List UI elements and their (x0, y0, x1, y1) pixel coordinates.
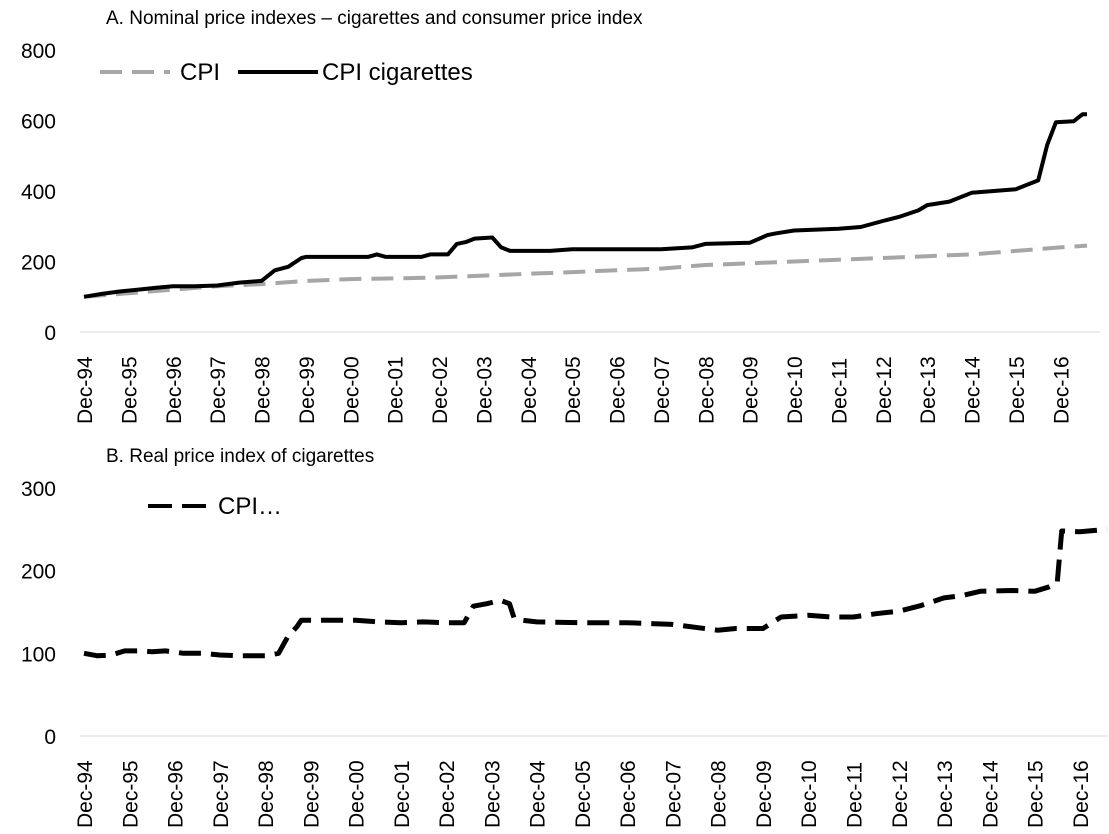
panel-b-x-tick-label: Dec-02 (436, 760, 459, 828)
panel-b-x-tick-label: Dec-10 (798, 760, 821, 828)
panel-b-x-tick-label: Dec-15 (1025, 760, 1048, 828)
panel-b-x-tick-label: Dec-13 (934, 760, 957, 828)
panel-a-x-tick-label: Dec-05 (562, 356, 585, 424)
panel-b-x-tick-label: Dec-00 (346, 760, 369, 828)
panel-a-title: A. Nominal price indexes – cigarettes an… (106, 8, 643, 29)
panel-a-x-tick-label: Dec-07 (651, 356, 674, 424)
panel-a-nominal-price-indexes: A. Nominal price indexes – cigarettes an… (21, 8, 1100, 424)
panel-a-x-tick-label: Dec-11 (828, 358, 851, 424)
panel-b-x-tick-label: Dec-98 (255, 760, 278, 828)
panel-a-x-tick-label: Dec-03 (473, 356, 496, 424)
panel-a-x-tick-label: Dec-10 (784, 356, 807, 424)
panel-a-x-axis: Dec-94 Dec-95 Dec-96 Dec-97 Dec-98 Dec-99 Dec-… (74, 356, 1073, 424)
panel-a-x-tick-label: Dec-12 (873, 356, 896, 424)
panel-a-series-line-0 (83, 243, 1088, 299)
panel-a-x-tick-label: Dec-00 (340, 356, 363, 424)
panel-b-y-tick-label: 0 (44, 726, 56, 749)
panel-b-x-tick-label: Dec-16 (1070, 760, 1093, 828)
panel-b-x-tick-label: Dec-95 (119, 760, 142, 828)
panel-b-x-tick-label: Dec-99 (300, 760, 323, 828)
panel-b-x-tick-label: Dec-11 (844, 762, 867, 828)
panel-a-series-line-1 (83, 112, 1087, 299)
panel-a-y-tick-label: 800 (21, 40, 56, 63)
panel-a-y-tick-label: 600 (21, 111, 56, 134)
panel-a-x-tick-label: Dec-15 (1006, 356, 1029, 424)
panel-b-x-tick-label: Dec-08 (708, 760, 731, 828)
panel-b-x-tick-label: Dec-05 (572, 760, 595, 828)
panel-a-x-tick-label: Dec-02 (429, 356, 452, 424)
panel-b-y-tick-label: 300 (21, 478, 56, 501)
panel-b-x-tick-label: Dec-96 (165, 760, 188, 828)
panel-a-x-tick-label: Dec-04 (518, 356, 541, 424)
panel-b-x-axis: Dec-94 Dec-95 Dec-96 Dec-97 Dec-98 Dec-99 Dec-… (74, 760, 1093, 828)
panel-a-x-tick-label: Dec-13 (917, 356, 940, 424)
panel-b-x-tick-label: Dec-97 (210, 760, 233, 828)
legend-label-cpi: CPI (180, 59, 220, 86)
panel-a-y-tick-label: 0 (44, 322, 56, 345)
panel-a-y-axis: 0 200 400 600 800 (21, 40, 56, 345)
panel-b-x-tick-label: Dec-03 (481, 760, 504, 828)
panel-b-series (83, 526, 1108, 659)
panel-a-x-tick-label: Dec-98 (252, 356, 275, 424)
panel-a-y-tick-label: 200 (21, 252, 56, 275)
panel-a-x-tick-label: Dec-16 (1050, 356, 1073, 424)
panel-a-x-tick-label: Dec-97 (207, 356, 230, 424)
legend-label-cpi-real: CPI… (218, 493, 282, 520)
panel-a-x-tick-label: Dec-06 (607, 356, 630, 424)
panel-b-y-tick-label: 100 (21, 643, 56, 666)
panel-b-x-tick-label: Dec-01 (391, 760, 414, 828)
panel-a-x-tick-label: Dec-14 (962, 356, 985, 424)
panel-b-x-tick-label: Dec-12 (889, 760, 912, 828)
panel-a-series (83, 112, 1088, 299)
panel-b-title: B. Real price index of cigarettes (106, 446, 374, 467)
panel-a-x-tick-label: Dec-08 (695, 356, 718, 424)
panel-b-real-price-index: B. Real price index of cigarettes CPI… 0… (21, 446, 1108, 828)
panel-a-x-tick-label: Dec-09 (740, 356, 763, 424)
panel-a-y-tick-label: 400 (21, 181, 56, 204)
panel-b-series-line-0 (83, 526, 1108, 659)
panel-b-x-tick-label: Dec-06 (617, 760, 640, 828)
panel-a-x-tick-label: Dec-96 (163, 356, 186, 424)
panel-a-x-tick-label: Dec-94 (74, 356, 97, 424)
panel-a-x-tick-label: Dec-99 (296, 356, 319, 424)
panel-a-legend: CPI CPI cigarettes (100, 59, 473, 86)
panel-b-x-tick-label: Dec-14 (979, 760, 1002, 828)
panel-b-legend: CPI… (148, 493, 282, 520)
panel-a-x-tick-label: Dec-95 (118, 356, 141, 424)
panel-b-x-tick-label: Dec-07 (662, 760, 685, 828)
panel-b-x-tick-label: Dec-94 (74, 760, 97, 828)
legend-label-cpi-cigarettes: CPI cigarettes (322, 59, 473, 86)
panel-b-y-axis: 0 100 200 300 (21, 478, 56, 749)
panel-b-y-tick-label: 200 (21, 561, 56, 584)
panel-a-x-tick-label: Dec-01 (385, 356, 408, 424)
panel-b-x-tick-label: Dec-09 (753, 760, 776, 828)
panel-b-x-tick-label: Dec-04 (527, 760, 550, 828)
